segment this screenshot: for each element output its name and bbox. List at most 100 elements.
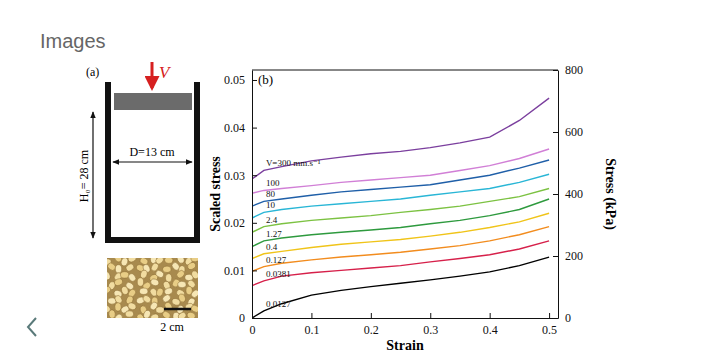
series-label: 10 bbox=[266, 200, 276, 210]
scale-bar bbox=[164, 308, 191, 311]
grain bbox=[156, 287, 164, 297]
tick-label: 0.05 bbox=[224, 73, 245, 87]
grain bbox=[127, 302, 137, 311]
y-axis: 0 0.01 0.02 0.03 0.04 0.05 bbox=[224, 71, 257, 326]
series-label: 0.0127 bbox=[266, 299, 291, 309]
series-line bbox=[252, 227, 549, 272]
tick-label: 0.04 bbox=[224, 121, 245, 135]
series-label: 0.127 bbox=[266, 255, 287, 265]
tick: 0.01 bbox=[224, 264, 257, 278]
grain bbox=[150, 313, 160, 318]
y2-axis: 0 200 400 600 800 bbox=[553, 63, 583, 325]
grain bbox=[178, 293, 187, 303]
series-label: 2.4 bbox=[266, 215, 278, 225]
series-label: 100 bbox=[266, 178, 280, 188]
tick-label: 0.5 bbox=[542, 323, 557, 337]
y2-axis-title: Stress (kPa) bbox=[602, 158, 618, 230]
tick: 200 bbox=[553, 249, 583, 263]
x-axis: 00.10.20.30.40.5 bbox=[250, 313, 559, 337]
back-chevron bbox=[28, 318, 36, 336]
tick: 0.04 bbox=[224, 121, 257, 135]
tick: 400 bbox=[553, 187, 583, 201]
tick-label: 0.02 bbox=[224, 216, 245, 230]
tick: 0.5 bbox=[542, 313, 557, 337]
tick-label: 600 bbox=[565, 125, 583, 139]
grain bbox=[120, 272, 128, 278]
tick-mark bbox=[252, 80, 257, 81]
grain bbox=[137, 278, 143, 286]
tick-label: 800 bbox=[565, 63, 583, 77]
series-label: 80 bbox=[266, 189, 276, 199]
tick-mark bbox=[549, 313, 550, 318]
panel-label: (b) bbox=[258, 72, 273, 87]
grain bbox=[186, 311, 196, 318]
grain bbox=[175, 269, 186, 279]
grain bbox=[162, 266, 171, 273]
tick-mark bbox=[252, 175, 257, 176]
grain bbox=[177, 311, 188, 318]
tick: 600 bbox=[553, 125, 583, 139]
axis-line bbox=[253, 318, 559, 319]
series-line bbox=[252, 257, 549, 318]
tick-mark bbox=[553, 194, 558, 195]
lines bbox=[252, 98, 549, 318]
grain bbox=[114, 278, 124, 286]
series-line bbox=[252, 189, 549, 233]
grain bbox=[154, 269, 165, 279]
velocity-label: V bbox=[159, 63, 172, 82]
tick-mark bbox=[553, 132, 558, 133]
grain bbox=[113, 313, 123, 318]
grain bbox=[190, 289, 198, 299]
tick-label: 200 bbox=[565, 249, 583, 263]
y-axis-title: Scaled stress bbox=[208, 156, 223, 232]
grain bbox=[164, 258, 173, 264]
tick-mark bbox=[252, 223, 257, 224]
diameter-arrow bbox=[113, 161, 192, 162]
tick: 0 bbox=[553, 311, 571, 325]
height-label: H₀= 28 cm bbox=[77, 149, 91, 202]
grain bbox=[125, 262, 136, 272]
grain bbox=[108, 309, 116, 318]
grain bbox=[190, 270, 198, 280]
tick-label: 0.3 bbox=[423, 323, 438, 337]
series-label: V=300 mm.s⁻¹ bbox=[266, 158, 321, 168]
scale-label: 2 cm bbox=[160, 320, 184, 334]
grain bbox=[139, 288, 147, 294]
page: Images(a)VH₀= 28 cmD=13 cm2 cm00.10.20.3… bbox=[0, 0, 710, 358]
grain bbox=[107, 285, 112, 295]
tick: 0.2 bbox=[364, 313, 379, 337]
series-label: 0.0381 bbox=[266, 269, 291, 279]
tick-label: 0.1 bbox=[304, 323, 319, 337]
grain bbox=[186, 261, 196, 270]
tick-mark bbox=[553, 318, 558, 319]
tick-label: 0.03 bbox=[224, 169, 245, 183]
axis-line bbox=[252, 71, 253, 319]
series-label: 0.4 bbox=[266, 242, 278, 252]
tick: 0.02 bbox=[224, 216, 257, 230]
grain bbox=[150, 278, 160, 286]
series-line bbox=[252, 174, 549, 218]
tick: 0 bbox=[239, 311, 257, 325]
grain bbox=[190, 258, 198, 262]
grain bbox=[107, 271, 111, 281]
tick-label: 0.4 bbox=[483, 323, 498, 337]
tick-label: 400 bbox=[565, 187, 583, 201]
series-line bbox=[252, 241, 549, 286]
tick-mark bbox=[371, 313, 372, 318]
x-axis-title: Strain bbox=[386, 338, 424, 353]
tick-label: 0 bbox=[239, 311, 245, 325]
series-line bbox=[252, 98, 549, 179]
grains bbox=[107, 258, 198, 318]
series-label: 1.27 bbox=[266, 229, 282, 239]
velocity-arrow bbox=[151, 62, 154, 88]
grain bbox=[114, 302, 121, 311]
photo-background bbox=[107, 258, 198, 318]
grain bbox=[161, 310, 172, 318]
tick-mark bbox=[252, 270, 257, 271]
height-arrow bbox=[92, 112, 93, 238]
grain bbox=[161, 293, 172, 303]
tick-mark bbox=[490, 313, 491, 318]
grain bbox=[125, 310, 134, 317]
tick: 0.03 bbox=[224, 169, 257, 183]
grain bbox=[156, 307, 164, 313]
